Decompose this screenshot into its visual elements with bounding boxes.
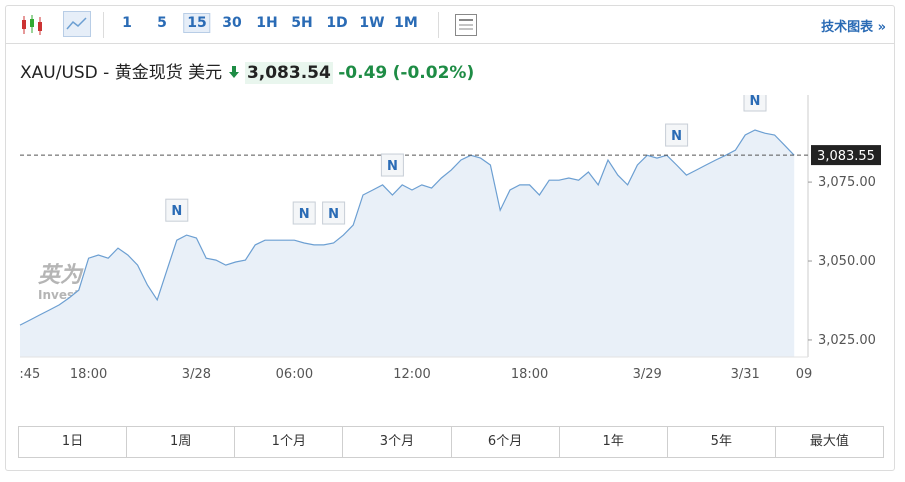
x-tick-label: 3/29 [633, 367, 662, 382]
range-tab[interactable]: 1个月 [234, 427, 342, 457]
news-marker-label: N [387, 159, 398, 174]
interval-button[interactable]: 5 [157, 15, 167, 31]
price: 3,083.54 [244, 62, 333, 84]
range-tab[interactable]: 3个月 [342, 427, 450, 457]
interval-button[interactable]: 30 [222, 15, 242, 31]
news-marker [165, 198, 189, 222]
news-marker-label: N [750, 95, 761, 109]
x-tick-label: :45 [19, 367, 40, 382]
y-tick-label: 3,025.00 [818, 333, 876, 348]
range-tab[interactable]: 1周 [126, 427, 234, 457]
news-marker [380, 153, 404, 177]
y-tick-label: 3,075.00 [818, 175, 876, 190]
interval-button[interactable]: 1 [122, 15, 132, 31]
x-tick-label: 3/28 [182, 367, 211, 382]
interval-button[interactable]: 1H [256, 15, 278, 31]
news-marker-label: N [328, 207, 339, 222]
x-tick-label: 18:00 [70, 367, 107, 382]
line-chart-icon[interactable] [63, 11, 91, 37]
area [20, 130, 795, 357]
range-tab[interactable]: 最大值 [774, 427, 883, 457]
x-tick-label: 06:00 [276, 367, 313, 382]
last-price-box [811, 145, 881, 166]
symbol: XAU/USD - 黄金现货 美元 [20, 63, 223, 83]
interval-button[interactable]: 1W [359, 15, 385, 31]
news-marker [665, 123, 689, 147]
news-marker [292, 201, 316, 225]
news-marker-label: N [299, 207, 310, 222]
news-marker-label: N [171, 204, 182, 219]
candlestick-icon[interactable] [20, 14, 44, 36]
change: -0.49 [338, 63, 388, 83]
widget-frame [5, 5, 895, 471]
change-percent: (-0.02%) [392, 63, 475, 83]
news-marker-label: N [671, 129, 682, 144]
technical-chart-link[interactable]: 技术图表 » [821, 20, 886, 35]
separator [103, 12, 104, 38]
interval-button[interactable]: 15 [183, 13, 211, 33]
y-tick-label: 3,050.00 [818, 254, 876, 269]
range-tab[interactable]: 1年 [558, 427, 667, 457]
separator [438, 12, 439, 38]
news-marker [322, 201, 346, 225]
last-price-label: 3,083.55 [817, 149, 875, 164]
interval-button[interactable]: 5H [291, 15, 313, 31]
range-tab[interactable]: 6个月 [450, 427, 559, 457]
down-arrow [228, 66, 239, 78]
price-line [19, 129, 795, 326]
x-tick-label: 12:00 [393, 367, 430, 382]
x-tick-label: 3/31 [731, 367, 760, 382]
x-tick-label: 09 [796, 367, 813, 382]
x-tick-label: 18:00 [511, 367, 548, 382]
chart: 英为财情Investing.com3,025.003,050.003,075.0… [19, 95, 881, 382]
quote-header: XAU/USD - 黄金现货 美元 3,083.54 -0.49 (-0.02%… [20, 58, 475, 84]
news-marker [743, 95, 767, 112]
interval-button[interactable]: 1M [394, 15, 418, 31]
range-tab[interactable]: 5年 [666, 427, 775, 457]
interval-button[interactable]: 1D [326, 15, 348, 31]
toolbar: 技术图表 » 1 5 15 30 1H 5H 1D 1W 1M [6, 6, 894, 44]
table-icon[interactable] [454, 13, 478, 37]
range-tab[interactable]: 1日 [61, 434, 84, 449]
range-tabs: 1日 1周 1个月 3个月 6个月 1年 5年 最大值 [18, 426, 884, 458]
